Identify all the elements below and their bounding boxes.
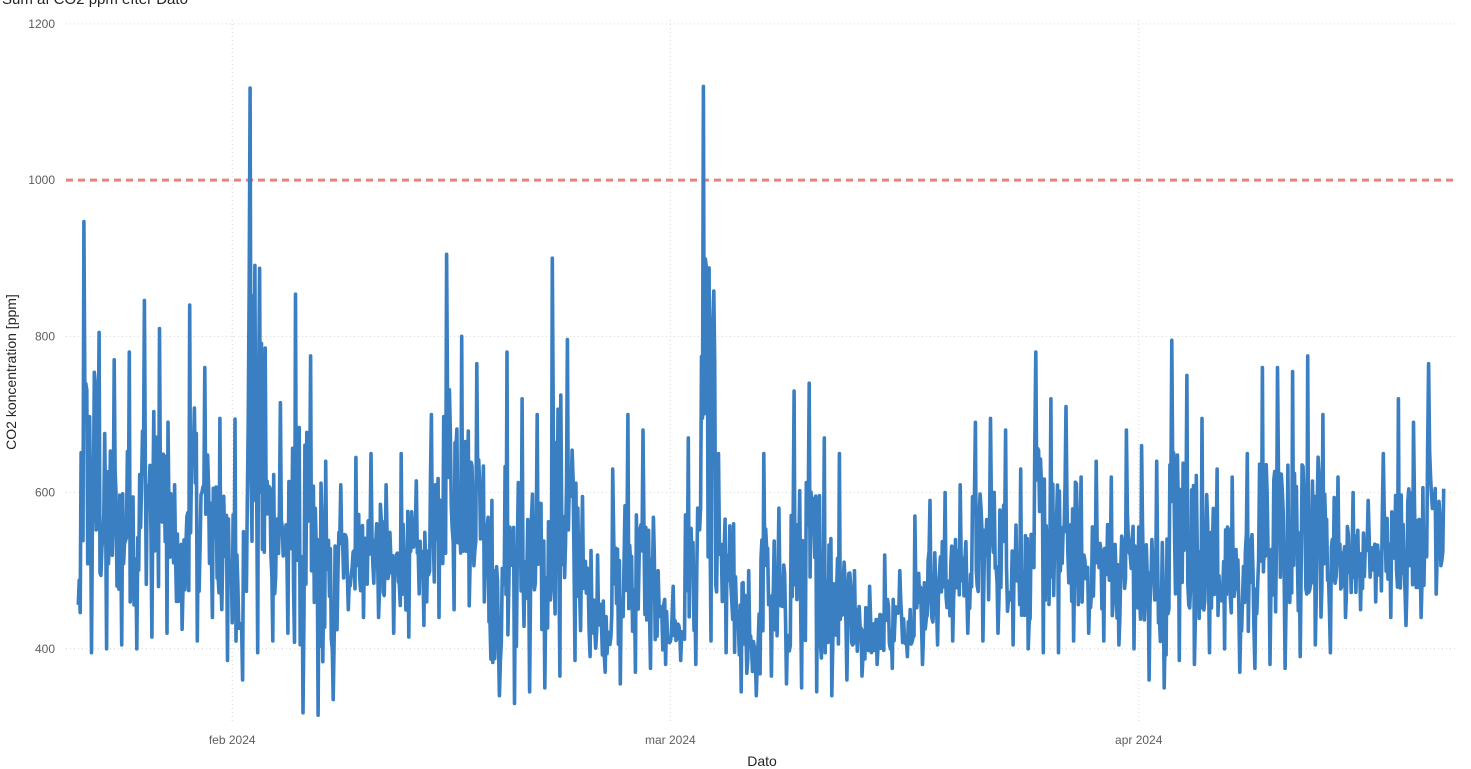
y-axis-ticks: 400 600 800 1000 1200 xyxy=(28,17,55,656)
series-layer xyxy=(76,84,1446,718)
y-axis-title: CO2 koncentration [ppm] xyxy=(3,294,19,450)
y-tick-label: 400 xyxy=(35,642,55,656)
x-axis-ticks: feb 2024 mar 2024 apr 2024 xyxy=(209,733,1163,747)
y-tick-label: 1200 xyxy=(28,17,55,31)
x-tick-label: mar 2024 xyxy=(645,733,696,747)
y-tick-label: 600 xyxy=(35,486,55,500)
x-tick-label: feb 2024 xyxy=(209,733,256,747)
y-tick-label: 1000 xyxy=(28,173,55,187)
y-tick-label: 800 xyxy=(35,329,55,343)
co2-series-line xyxy=(76,84,1446,718)
x-axis-title: Dato xyxy=(747,753,777,769)
chart-title: Sum af CO2 ppm efter Dato xyxy=(2,0,188,8)
x-tick-label: apr 2024 xyxy=(1115,733,1163,747)
